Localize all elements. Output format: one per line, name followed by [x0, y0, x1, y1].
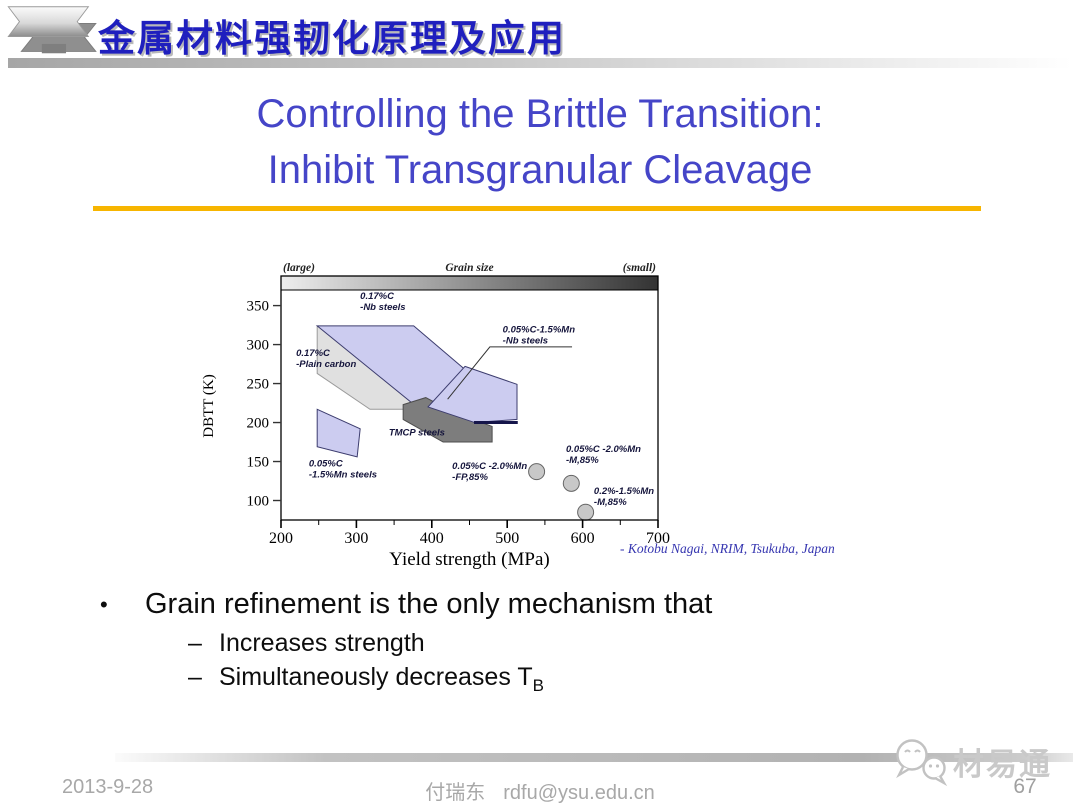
bullet-main: • Grain refinement is the only mechanism… — [100, 588, 712, 621]
x-tick-label: 600 — [571, 530, 595, 547]
bullet-marker: • — [100, 592, 108, 617]
bullet-dash-1: – — [188, 629, 202, 657]
watermark: 材易通 — [891, 735, 1052, 787]
x-tick-label: 200 — [269, 530, 293, 547]
chart-region-mn-steels-005-15 — [316, 408, 361, 458]
watermark-text: 材易通 — [953, 746, 1052, 782]
chart-region-tmcp-steels — [402, 397, 493, 443]
ribbon-logo-icon — [7, 6, 97, 54]
grain-size-bar — [280, 275, 659, 291]
title-underline — [93, 206, 981, 211]
watermark-chat-icon — [896, 739, 948, 787]
bullet-dash-2: – — [188, 663, 202, 691]
page-title-line2: Inhibit Transgranular Cleavage — [267, 148, 813, 192]
chart-annotation: 0.05%C -2.0%Mn -M,85% — [566, 444, 641, 466]
dbtt-yield-strength-chart: (large) Grain size (small) 0.17%C -Nb steels… — [201, 262, 670, 570]
y-tick-label: 350 — [247, 299, 270, 315]
course-title: 金属材料强韧化原理及应用 — [98, 18, 566, 59]
chart-annotation: 0.17%C -Plain carbon — [296, 348, 356, 370]
label-pointer-line — [447, 346, 573, 400]
bullet-sub-2-text: Simultaneously decreases TB — [219, 663, 544, 695]
x-tick-label: 500 — [495, 530, 519, 547]
x-tick-label: 400 — [420, 530, 444, 547]
data-point — [562, 474, 580, 492]
chart-annotation: 0.05%C -1.5%Mn steels — [309, 459, 377, 481]
y-tick-label: 100 — [247, 494, 270, 510]
bullet-sub-1: – Increases strength — [188, 629, 425, 658]
page-number: 67 — [1013, 775, 1037, 798]
page-title: Controlling the Brittle Transition: Inhi… — [0, 86, 1080, 198]
bullet-sub-1-text: Increases strength — [219, 629, 425, 657]
chart-annotation: 0.17%C -Nb steels — [360, 292, 405, 314]
footer-author: 付瑞东 — [425, 782, 486, 804]
y-tick-label: 150 — [247, 455, 270, 471]
bullet-main-text: Grain refinement is the only mechanism t… — [145, 588, 713, 620]
footer-author-email: 付瑞东 rdfu@ysu.edu.cn — [0, 776, 1080, 805]
footer-date: 2013-9-28 — [62, 776, 154, 798]
y-tick-label: 300 — [247, 338, 270, 354]
x-axis-title: Yield strength (MPa) — [389, 549, 549, 570]
grain-small-note: (small) — [623, 262, 656, 274]
y-axis-title: DBTT (K) — [201, 374, 217, 437]
x-tick-label: 300 — [344, 530, 368, 547]
y-tick-label: 250 — [247, 377, 270, 393]
x-tick-label: 700 — [646, 530, 670, 547]
data-point — [528, 463, 546, 481]
t-b-subscript: B — [532, 676, 544, 695]
chart-attribution: - Kotobu Nagai, NRIM, Tsukuba, Japan — [620, 541, 835, 556]
chart-annotation: 0.2%-1.5%Mn -M,85% — [594, 486, 654, 508]
bullet-sub-2: – Simultaneously decreases TB — [188, 663, 544, 696]
page-title-line1: Controlling the Brittle Transition: — [256, 92, 824, 136]
chart-region-nb-steels-005-15mn — [427, 365, 518, 424]
grain-large-note: (large) — [283, 262, 315, 274]
chart-annotation: 0.05%C -2.0%Mn -FP,85% — [452, 461, 527, 483]
y-tick-label: 200 — [247, 416, 270, 432]
chart-annotation: TMCP steels — [389, 428, 445, 439]
header-divider — [8, 58, 1072, 68]
footer-divider — [115, 753, 1073, 762]
data-point — [577, 503, 595, 521]
footer-email: rdfu@ysu.edu.cn — [503, 782, 655, 804]
chart-annotation: 0.05%C-1.5%Mn -Nb steels — [503, 325, 576, 347]
grain-size-label: Grain size — [445, 262, 493, 274]
